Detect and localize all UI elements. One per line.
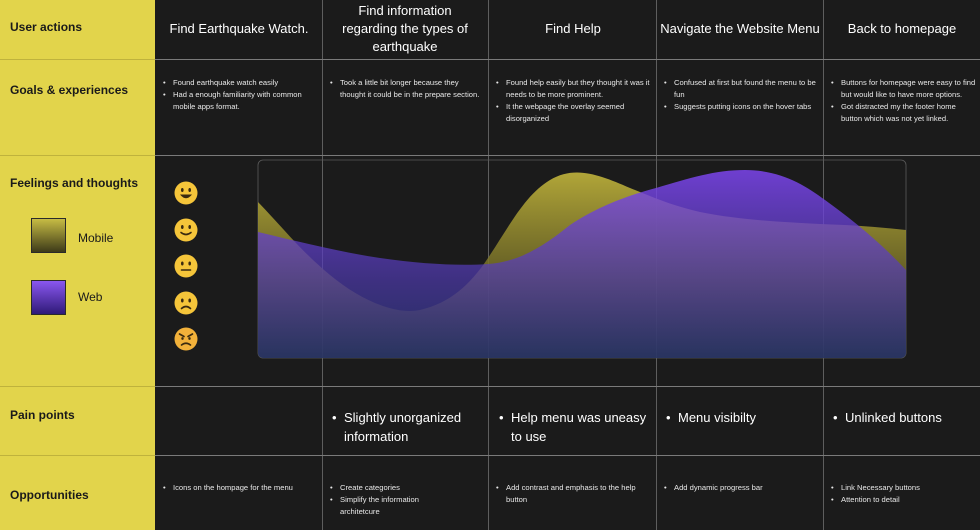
legend-mobile-swatch (31, 218, 66, 253)
neutral-face-icon (174, 254, 198, 278)
opportunity-item: Create categories (330, 482, 460, 494)
legend-mobile-label: Mobile (78, 231, 114, 245)
row-label-sidebar (0, 0, 155, 530)
opportunities-list-4: Add dynamic progress bar (664, 482, 819, 494)
opportunity-item: Link Necessary buttons (831, 482, 977, 494)
opportunities-list-2: Create categories Simplify the informati… (330, 482, 460, 518)
pain-point-item: Unlinked buttons (833, 408, 978, 427)
opportunities-list-1: Icons on the hompage for the menu (163, 482, 321, 494)
opportunity-item: Simplify the information architetcure (330, 494, 460, 518)
goal-item: Had a enough familiarity with common mob… (163, 89, 313, 113)
goal-item: Buttons for homepage were easy to find b… (831, 77, 977, 101)
very-happy-face-icon (174, 181, 198, 205)
opportunity-item: Add contrast and emphasis to the help bu… (496, 482, 652, 506)
row-label-pain-points: Pain points (10, 408, 75, 422)
row-divider (155, 59, 980, 60)
pain-point-item: Help menu was uneasy to use (499, 408, 655, 446)
user-action-3: Find Help (545, 21, 601, 36)
pain-points-list-4: Menu visibilty (666, 408, 820, 427)
pain-point-item: Slightly unorganized information (332, 408, 482, 446)
goals-list-4: Confused at first but found the menu to … (664, 77, 816, 113)
user-action-2: Find information regarding the types of … (342, 3, 468, 54)
legend-web-label: Web (78, 290, 103, 304)
web-area (258, 170, 906, 358)
opportunities-list-5: Link Necessary buttons Attention to deta… (831, 482, 977, 506)
goal-item: Suggests putting icons on the hover tabs (664, 101, 816, 113)
goal-item: It the webpage the overlay seemed disorg… (496, 101, 651, 125)
opportunities-list-3: Add contrast and emphasis to the help bu… (496, 482, 652, 506)
row-divider (0, 155, 155, 156)
goals-list-2: Took a little bit longer because they th… (330, 77, 482, 101)
goal-item: Found help easily but they thought it wa… (496, 77, 651, 101)
goal-item: Found earthquake watch easily (163, 77, 313, 89)
opportunity-item: Icons on the hompage for the menu (163, 482, 321, 494)
row-divider (0, 59, 155, 60)
goal-item: Got distracted my the footer home button… (831, 101, 977, 125)
goal-item: Took a little bit longer because they th… (330, 77, 482, 101)
goals-list-3: Found help easily but they thought it wa… (496, 77, 651, 125)
row-label-goals: Goals & experiences (10, 83, 129, 97)
row-label-user-actions: User actions (10, 20, 83, 34)
row-divider (155, 386, 980, 387)
row-label-feelings: Feelings and thoughts (10, 176, 138, 190)
legend-web-swatch (31, 280, 66, 315)
goal-item: Confused at first but found the menu to … (664, 77, 816, 101)
happy-face-icon (174, 218, 198, 242)
user-action-1: Find Earthquake Watch. (169, 21, 309, 36)
pain-point-item: Menu visibilty (666, 408, 820, 427)
row-divider (0, 386, 155, 387)
row-divider (155, 155, 980, 156)
goals-list-1: Found earthquake watch easily Had a enou… (163, 77, 313, 113)
pain-points-list-2: Slightly unorganized information (332, 408, 482, 446)
pain-points-list-5: Unlinked buttons (833, 408, 978, 427)
row-label-opportunities: Opportunities (10, 488, 89, 502)
user-action-4: Navigate the Website Menu (660, 21, 820, 36)
angry-face-icon (174, 327, 198, 351)
user-action-5: Back to homepage (847, 21, 957, 36)
row-divider (155, 455, 980, 456)
pain-points-list-3: Help menu was uneasy to use (499, 408, 655, 446)
opportunity-item: Add dynamic progress bar (664, 482, 819, 494)
goals-list-5: Buttons for homepage were easy to find b… (831, 77, 977, 125)
row-divider (0, 455, 155, 456)
sad-face-icon (174, 291, 198, 315)
opportunity-item: Attention to detail (831, 494, 977, 506)
